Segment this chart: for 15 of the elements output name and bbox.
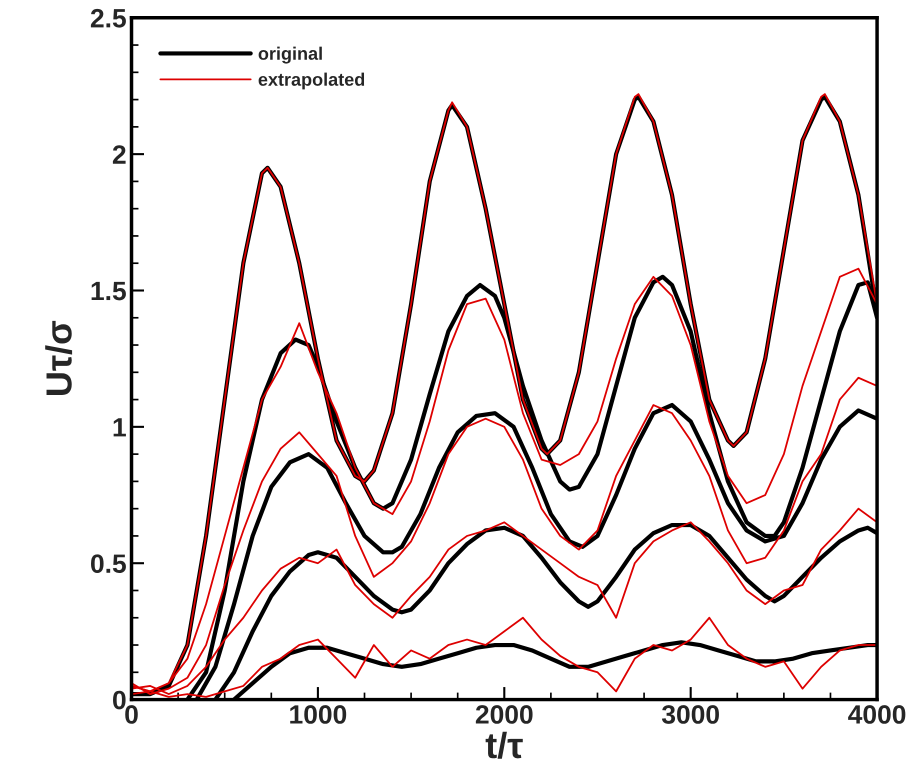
y-tick-label: 2 <box>112 145 126 164</box>
x-tick-label: 3000 <box>662 705 719 724</box>
x-tick-label: 1000 <box>290 705 346 724</box>
legend-label: original <box>258 46 322 64</box>
legend-label: extrapolated <box>258 72 364 90</box>
y-tick-label: 0 <box>113 690 126 710</box>
y-tick-label: 1 <box>114 418 126 436</box>
y-tick-label: 0.5 <box>91 554 126 574</box>
x-tick-label: 2000 <box>476 705 533 724</box>
x-tick-label: 0 <box>125 705 138 724</box>
y-tick-label: 1.5 <box>92 282 126 300</box>
x-axis-title: t/τ <box>486 732 523 759</box>
y-axis-title: Uτ/σ <box>45 320 72 395</box>
y-tick-label: 2.5 <box>90 8 126 28</box>
x-tick-label: 4000 <box>848 705 906 724</box>
